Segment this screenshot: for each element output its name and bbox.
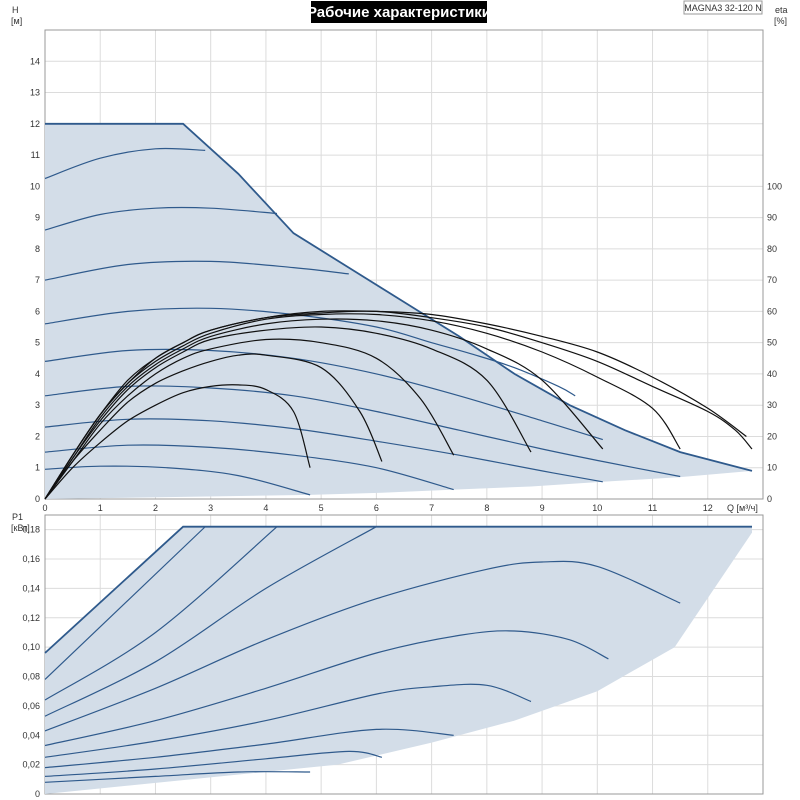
y-right-name: eta [775, 5, 788, 15]
eta-curve-5 [44, 318, 604, 500]
y-left-tick: 11 [31, 150, 40, 160]
y-left-tick: 12 [30, 119, 40, 129]
x-tick: 5 [319, 503, 324, 513]
hq-curve-6 [44, 385, 681, 478]
p1-tick: 0,18 [22, 525, 40, 535]
eta-curve-3 [44, 338, 455, 500]
hq-curve-4 [44, 307, 576, 397]
hq-curve-9 [44, 465, 311, 496]
top-plot-eta-curves [44, 310, 753, 500]
hq-curve-2 [44, 206, 278, 231]
bottom-plot-p1-curves [44, 525, 752, 783]
eta-curve-1 [44, 384, 311, 500]
y-left-tick: 6 [35, 306, 40, 316]
y-right-tick: 90 [767, 213, 777, 223]
p1-curve-9 [44, 771, 311, 783]
hq-curve-7 [44, 418, 603, 483]
y-left-tick: 5 [35, 338, 40, 348]
model-badge [683, 0, 763, 15]
y-right-tick: 80 [767, 244, 777, 254]
p1-operating-area [45, 526, 752, 794]
y-left-tick: 13 [30, 88, 40, 98]
y-right-tick: 40 [767, 369, 777, 379]
p1-curve-3 [44, 526, 377, 717]
p1-curve-8 [44, 750, 383, 777]
p1-curve-4 [44, 560, 681, 732]
p1-axis-name: P1 [12, 512, 23, 522]
y-left-name: H [12, 5, 19, 15]
x-tick: 6 [374, 503, 379, 513]
x-tick: 9 [540, 503, 545, 513]
y-left-tick: 2 [35, 431, 40, 441]
hq-curve-8 [44, 444, 454, 491]
p1-tick: 0 [35, 789, 40, 799]
eta-curve-2 [44, 353, 383, 500]
top-plot-ticks: 0123456789101112131401020304050607080901… [30, 56, 782, 513]
hq-max-envelope [45, 122, 753, 472]
y-right-tick: 60 [767, 306, 777, 316]
x-tick: 1 [98, 503, 103, 513]
p1-tick: 0,12 [22, 613, 40, 623]
x-tick: 8 [484, 503, 489, 513]
y-left-tick: 10 [30, 181, 40, 191]
x-tick: 10 [592, 503, 602, 513]
bottom-plot-ticks: 0 0,02 0,04 0,06 0,08 0,10 0,12 0,14 0,16 0,18 [22, 525, 40, 799]
p1-tick: 0,10 [22, 642, 40, 652]
hq-curve-5 [44, 348, 603, 441]
hq-operating-area [45, 123, 752, 500]
y-right-tick: 100 [767, 181, 782, 191]
hq-curve-3 [44, 260, 349, 281]
y-left-tick: 7 [35, 275, 40, 285]
y-right-tick: 20 [767, 431, 777, 441]
top-plot-area [45, 123, 752, 500]
y-left-tick: 14 [30, 56, 40, 66]
chart-title: Рабочие характеристики [307, 4, 491, 21]
y-right-tick: 70 [767, 275, 777, 285]
y-right-tick: 50 [767, 338, 777, 348]
p1-curve-2 [44, 526, 278, 701]
x-tick: 12 [703, 503, 713, 513]
p1-axis-unit: [кВт] [11, 523, 30, 533]
y-right-tick: 30 [767, 400, 777, 410]
p1-tick: 0,14 [22, 583, 40, 593]
p1-tick: 0,16 [22, 554, 40, 564]
eta-curve-4 [44, 326, 532, 500]
x-tick: 7 [429, 503, 434, 513]
y-left-tick: 4 [35, 369, 40, 379]
p1-tick: 0,02 [22, 760, 40, 770]
model-name: MAGNA3 32-120 N [684, 3, 762, 13]
p1-tick: 0,08 [22, 672, 40, 682]
top-plot-hq-curves [44, 122, 753, 496]
p1-tick: 0,04 [22, 730, 40, 740]
p1-curve-7 [44, 728, 454, 769]
p1-curve-5 [44, 630, 609, 747]
x-tick: 2 [153, 503, 158, 513]
y-right-tick: 0 [767, 494, 772, 504]
x-axis-label: Q [м³/ч] [727, 503, 758, 513]
p1-curve-6 [44, 683, 532, 758]
x-tick: 11 [648, 503, 657, 513]
x-tick: 4 [263, 503, 268, 513]
y-left-tick: 1 [35, 463, 40, 473]
y-right-tick: 10 [767, 463, 777, 473]
y-left-tick: 8 [35, 244, 40, 254]
bottom-plot-area [45, 526, 752, 794]
p1-curve-1 [44, 526, 206, 680]
x-tick: 3 [208, 503, 213, 513]
chart-title-background [311, 1, 487, 23]
hq-curve-1 [44, 147, 206, 180]
y-left-tick: 3 [35, 400, 40, 410]
y-left-tick: 9 [35, 213, 40, 223]
y-right-unit: [%] [774, 16, 787, 26]
x-tick: 0 [42, 503, 47, 513]
p1-tick: 0,06 [22, 701, 40, 711]
y-left-unit: [м] [11, 16, 22, 26]
y-left-tick: 0 [35, 494, 40, 504]
p1-max-envelope [44, 525, 752, 654]
eta-curve-8 [44, 310, 747, 500]
